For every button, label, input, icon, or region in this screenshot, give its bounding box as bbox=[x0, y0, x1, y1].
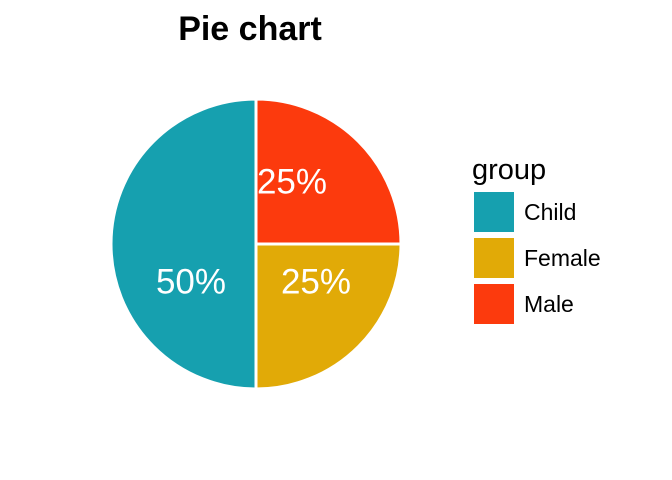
pie-label-male: 25% bbox=[257, 162, 327, 201]
pie-slice-male bbox=[254, 97, 403, 246]
pie-label-child: 50% bbox=[156, 262, 226, 301]
legend-item-female: Female bbox=[472, 238, 662, 284]
legend-title: group bbox=[472, 154, 547, 186]
pie-label-female: 25% bbox=[281, 262, 351, 301]
pie-slice-child bbox=[109, 97, 258, 391]
legend-swatch-child bbox=[474, 192, 514, 232]
pie-slice-female bbox=[254, 242, 403, 391]
legend-label-child: Child bbox=[524, 199, 577, 225]
legend-swatch-female bbox=[474, 238, 514, 278]
legend-item-male: Male bbox=[472, 284, 662, 330]
legend: group Child Female Male bbox=[472, 152, 662, 330]
chart-title: Pie chart bbox=[178, 10, 322, 48]
legend-item-child: Child bbox=[472, 192, 662, 238]
legend-swatch-male bbox=[474, 284, 514, 324]
legend-label-female: Female bbox=[524, 245, 601, 271]
legend-label-male: Male bbox=[524, 291, 574, 317]
